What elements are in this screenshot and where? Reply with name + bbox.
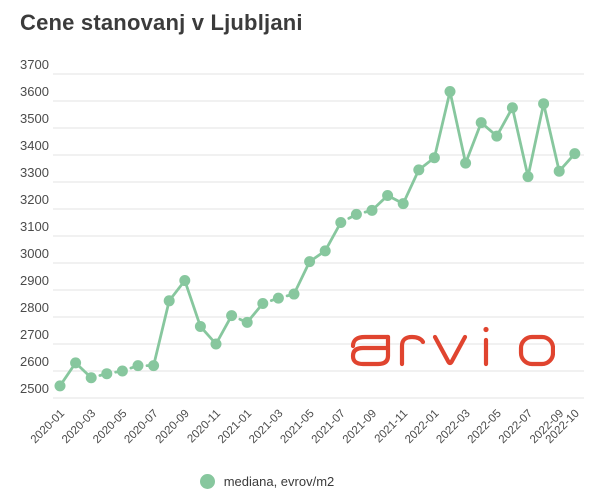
data-point[interactable] <box>335 217 347 228</box>
data-point[interactable] <box>382 190 394 201</box>
data-point[interactable] <box>163 295 175 307</box>
line-segment <box>511 106 530 179</box>
data-point[interactable] <box>413 164 425 176</box>
data-point[interactable] <box>366 204 378 216</box>
line-segment <box>448 90 468 165</box>
data-point[interactable] <box>288 288 300 300</box>
data-point[interactable] <box>210 338 222 350</box>
y-tick-label: 3000 <box>20 246 49 261</box>
line-segment <box>292 260 312 296</box>
arvio-logo-letter-o <box>518 334 556 367</box>
data-point[interactable] <box>569 148 581 160</box>
data-point[interactable] <box>428 152 440 164</box>
x-tick-label: 2021-09 <box>341 408 379 446</box>
y-tick-label: 2900 <box>20 273 49 288</box>
y-tick-label: 3700 <box>20 57 49 72</box>
chart-title: Cene stanovanj v Ljubljani <box>20 10 303 35</box>
data-point[interactable] <box>116 365 128 377</box>
data-point[interactable] <box>179 275 191 287</box>
x-tick-label: 2020-09 <box>154 408 192 446</box>
y-tick-label: 2600 <box>20 354 49 369</box>
arvio-logo-letter-i <box>483 326 489 367</box>
y-tick-label: 3400 <box>20 138 49 153</box>
y-tick-label: 3200 <box>20 192 49 207</box>
data-point[interactable] <box>444 86 456 98</box>
arvio-logo-letter-r <box>399 334 426 367</box>
data-point[interactable] <box>538 98 550 110</box>
data-point[interactable] <box>272 292 284 304</box>
line-segment <box>432 90 452 160</box>
y-tick-label: 3500 <box>20 111 49 126</box>
data-point[interactable] <box>132 360 144 372</box>
data-point[interactable] <box>506 102 518 114</box>
y-tick-label: 2800 <box>20 300 49 315</box>
legend-marker-icon <box>199 474 215 489</box>
data-point[interactable] <box>475 117 487 129</box>
line-segment <box>152 299 171 368</box>
data-point[interactable] <box>101 368 113 380</box>
line-segment <box>464 121 483 165</box>
data-point[interactable] <box>319 245 331 257</box>
data-point[interactable] <box>226 310 238 322</box>
data-point[interactable] <box>85 372 97 384</box>
legend-label: mediana, evrov/m2 <box>223 474 335 489</box>
y-tick-label: 2700 <box>20 327 49 342</box>
data-point[interactable] <box>241 316 253 328</box>
arvio-logo <box>349 325 556 372</box>
y-tick-label: 3100 <box>20 219 49 234</box>
data-point[interactable] <box>491 130 503 142</box>
data-point[interactable] <box>397 198 409 210</box>
arvio-logo-letter-a <box>350 334 391 367</box>
data-point[interactable] <box>460 157 472 169</box>
data-point[interactable] <box>54 380 66 392</box>
line-segment <box>526 102 545 179</box>
line-segment <box>542 102 561 173</box>
y-tick-label: 3300 <box>20 165 49 180</box>
data-point[interactable] <box>70 357 82 369</box>
legend: mediana, evrov/m2 <box>0 474 534 489</box>
data-point[interactable] <box>350 208 362 220</box>
arvio-logo-letter-v <box>432 334 468 366</box>
y-tick-label: 2500 <box>20 381 49 396</box>
y-tick-label: 3600 <box>20 84 49 99</box>
data-point[interactable] <box>522 171 534 183</box>
line-segment <box>183 279 202 328</box>
data-point[interactable] <box>304 256 316 268</box>
data-point[interactable] <box>194 320 206 332</box>
data-point[interactable] <box>553 165 565 177</box>
data-point[interactable] <box>257 298 269 309</box>
line-segment <box>401 168 421 206</box>
data-point[interactable] <box>148 360 160 372</box>
